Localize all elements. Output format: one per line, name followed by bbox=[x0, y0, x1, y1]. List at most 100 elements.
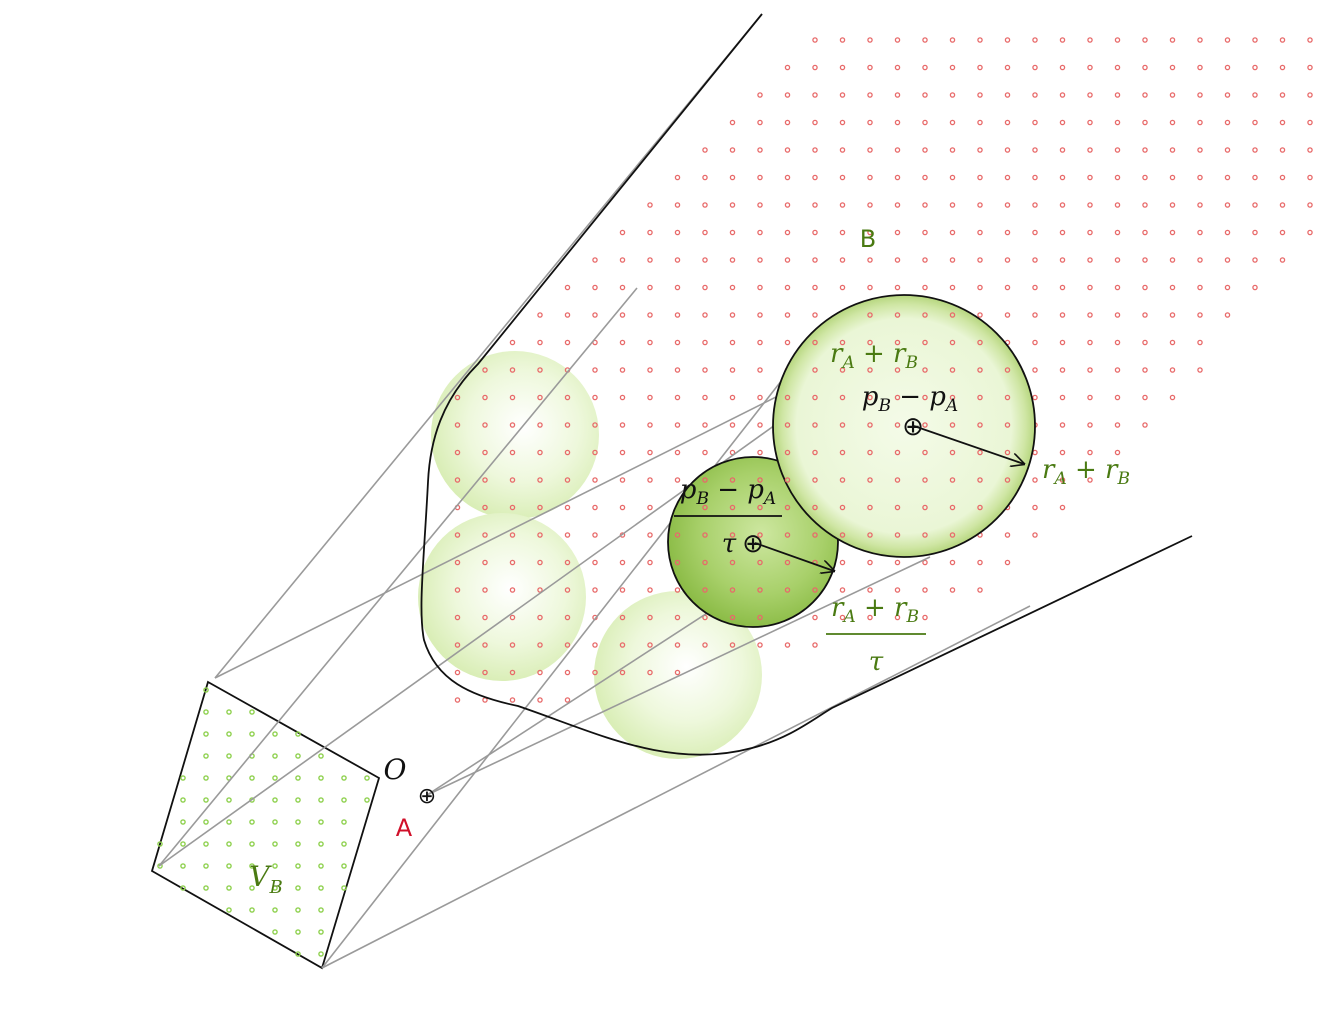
red-dot bbox=[729, 504, 736, 511]
red-dot bbox=[1142, 64, 1148, 71]
red-dot bbox=[674, 559, 681, 566]
green-dot bbox=[341, 863, 347, 869]
red-dot bbox=[894, 504, 901, 511]
label-vb: VB bbox=[249, 860, 282, 898]
red-dot bbox=[894, 422, 901, 428]
red-dot bbox=[977, 284, 983, 291]
red-dot bbox=[1252, 202, 1258, 208]
red-dot bbox=[1307, 92, 1313, 98]
red-dot bbox=[839, 229, 846, 236]
red-dot bbox=[729, 367, 736, 373]
green-dot bbox=[180, 863, 186, 869]
red-dot bbox=[729, 394, 736, 401]
green-dot bbox=[226, 797, 232, 803]
red-dot bbox=[1252, 92, 1258, 98]
red-dot bbox=[1114, 449, 1121, 456]
red-dot bbox=[977, 147, 983, 153]
red-dot bbox=[839, 147, 846, 153]
red-dot bbox=[812, 147, 818, 153]
red-dot bbox=[674, 339, 681, 346]
green-dot bbox=[249, 709, 255, 715]
red-dot bbox=[1279, 174, 1286, 181]
green-dot bbox=[272, 753, 278, 759]
red-dot bbox=[1087, 257, 1093, 263]
red-dot bbox=[1114, 202, 1121, 208]
red-dot bbox=[812, 284, 818, 291]
red-dot bbox=[537, 339, 543, 346]
red-dot bbox=[729, 284, 736, 291]
red-dot bbox=[537, 642, 543, 648]
red-dot bbox=[949, 147, 956, 153]
red-dot bbox=[1114, 229, 1121, 236]
velocity-set-vb bbox=[150, 680, 381, 970]
red-dot bbox=[1032, 147, 1038, 153]
red-dot bbox=[509, 587, 516, 593]
red-dot bbox=[1142, 174, 1148, 181]
red-dot bbox=[729, 559, 736, 566]
red-dot bbox=[1087, 367, 1093, 373]
red-dot bbox=[674, 422, 681, 428]
red-dot bbox=[757, 449, 763, 456]
red-dot bbox=[949, 92, 956, 98]
red-dot bbox=[894, 559, 901, 566]
red-dot bbox=[1252, 174, 1258, 181]
red-dot bbox=[1059, 504, 1066, 511]
small-disc-radius-numerator: rA + rB bbox=[831, 593, 919, 627]
red-dot bbox=[812, 367, 818, 373]
red-dot bbox=[1197, 339, 1203, 346]
red-dot bbox=[1114, 367, 1121, 373]
red-dot bbox=[977, 312, 983, 318]
red-dot bbox=[1004, 257, 1011, 263]
red-dot bbox=[894, 229, 901, 236]
red-dot bbox=[1004, 284, 1011, 291]
red-dot bbox=[949, 394, 956, 401]
red-dot bbox=[702, 504, 708, 511]
green-dot bbox=[295, 775, 301, 781]
green-dot bbox=[203, 687, 209, 693]
red-dot bbox=[1142, 147, 1148, 153]
red-dot bbox=[564, 642, 571, 648]
red-dot bbox=[482, 477, 488, 483]
red-dot bbox=[839, 422, 846, 428]
red-dot bbox=[1004, 422, 1011, 428]
red-dot bbox=[1032, 92, 1038, 98]
red-dot bbox=[729, 229, 736, 236]
red-dot bbox=[702, 174, 708, 181]
vb-polygon bbox=[150, 680, 381, 970]
green-dot bbox=[180, 775, 186, 781]
red-dot bbox=[894, 367, 901, 373]
red-dot bbox=[839, 64, 846, 71]
red-dot bbox=[537, 559, 543, 566]
red-dot bbox=[812, 422, 818, 428]
red-dot bbox=[867, 614, 873, 621]
red-dot bbox=[1197, 64, 1203, 71]
red-dot bbox=[1087, 202, 1093, 208]
red-dot bbox=[1059, 147, 1066, 153]
red-dot bbox=[757, 312, 763, 318]
red-dot bbox=[1087, 37, 1093, 43]
red-dot bbox=[894, 339, 901, 346]
green-dot bbox=[226, 863, 232, 869]
red-dot bbox=[784, 64, 791, 71]
red-dot bbox=[729, 339, 736, 346]
red-dot bbox=[1279, 257, 1286, 263]
green-dot bbox=[157, 841, 163, 847]
red-dot bbox=[592, 394, 598, 401]
green-dot bbox=[272, 841, 278, 847]
red-dot bbox=[729, 532, 736, 538]
red-dot bbox=[894, 202, 901, 208]
red-dot bbox=[1307, 119, 1313, 126]
green-dot bbox=[318, 775, 324, 781]
red-dot bbox=[922, 119, 928, 126]
red-dot bbox=[1004, 367, 1011, 373]
green-dot bbox=[341, 885, 347, 891]
red-dot bbox=[1059, 312, 1066, 318]
red-dot bbox=[784, 587, 791, 593]
green-dot bbox=[226, 841, 232, 847]
red-dot bbox=[729, 174, 736, 181]
red-dot bbox=[1032, 284, 1038, 291]
red-dot bbox=[784, 449, 791, 456]
red-dot bbox=[812, 449, 818, 456]
red-dot bbox=[1279, 202, 1286, 208]
